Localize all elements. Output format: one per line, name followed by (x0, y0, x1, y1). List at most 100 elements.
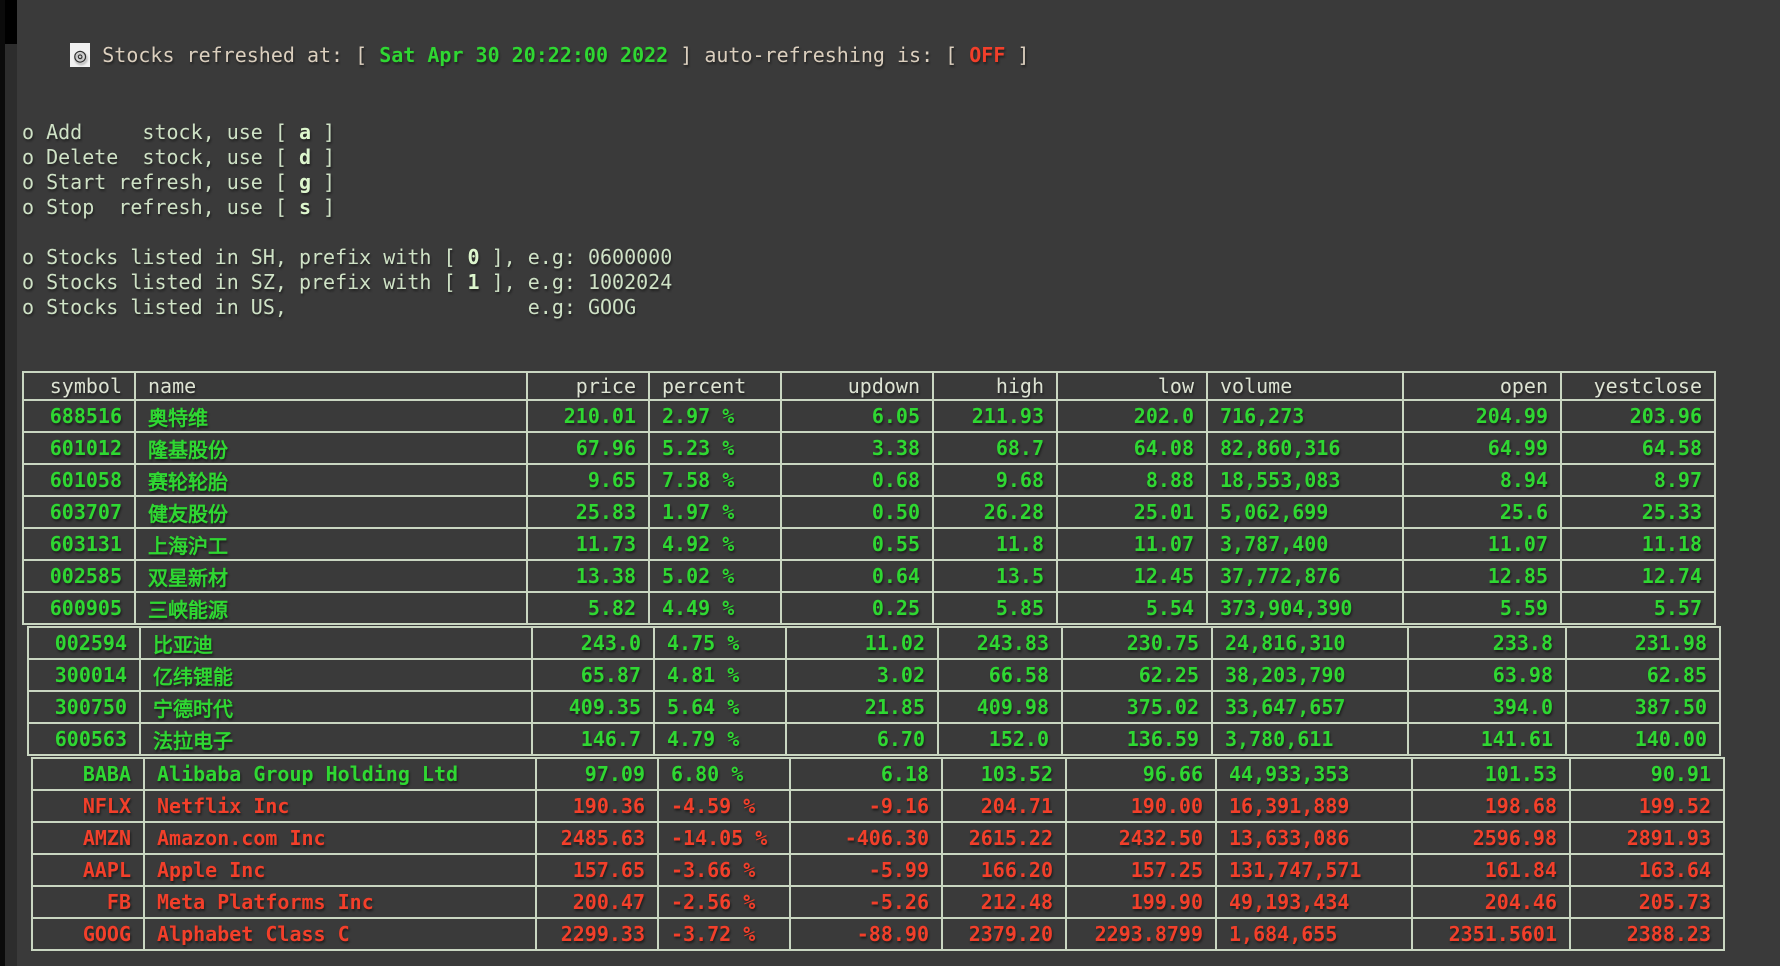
cell-name: 双星新材 (134, 559, 528, 593)
cell-symbol: 601058 (22, 463, 136, 497)
cell-name: 赛轮轮胎 (134, 463, 528, 497)
cell-open: 204.46 (1411, 885, 1571, 919)
cell-updown: 0.50 (780, 495, 934, 529)
cell-yestclose: 387.50 (1565, 690, 1721, 724)
cell-symbol: NFLX (31, 789, 145, 823)
stock-row-GOOG: GOOG Alphabet Class C 2299.33 -3.72 % -88.90… (31, 917, 1725, 951)
stock-row-NFLX: NFLX Netflix Inc 190.36 -4.59 % -9.16 204.71 1… (31, 789, 1725, 823)
cell-yestclose: 62.85 (1565, 658, 1721, 692)
status-segment-plain: Stocks refreshed at: [ (102, 43, 380, 67)
hint-line: o Stocks listed in SZ, prefix with [ 1 ]… (22, 270, 1780, 295)
cell-yestclose: 2891.93 (1569, 821, 1725, 855)
cell-volume: 3,787,400 (1206, 527, 1404, 561)
status-segment-plain: ] (1005, 43, 1030, 67)
cell-low: 375.02 (1061, 690, 1213, 724)
cell-yestclose: 199.52 (1569, 789, 1725, 823)
cell-updown: 6.18 (789, 757, 943, 791)
cell-low: 199.90 (1065, 885, 1217, 919)
cell-low: 136.59 (1061, 722, 1213, 756)
cell-percent: 6.80 % (657, 757, 791, 791)
cell-name: 宁德时代 (139, 690, 533, 724)
stock-row-BABA: BABA Alibaba Group Holding Ltd 97.09 6.80 %… (31, 757, 1725, 791)
cell-name: 健友股份 (134, 495, 528, 529)
stock-table-group: 002594 比亚迪 243.0 4.75 % 11.02 243.83 230.75 24,… (27, 626, 1721, 756)
terminal-screen[interactable]: ◎ Stocks refreshed at: [ Sat Apr 30 20:2… (22, 0, 1780, 951)
bullet-icon: o (22, 170, 47, 194)
cell-updown: 6.05 (780, 399, 934, 433)
cell-percent: 5.02 % (648, 559, 782, 593)
cell-price: 190.36 (535, 789, 659, 823)
cell-updown: -5.26 (789, 885, 943, 919)
cell-high: 13.5 (932, 559, 1058, 593)
hint-line: o Stocks listed in US, e.g: GOOG (22, 295, 1780, 320)
cell-name: 法拉电子 (139, 722, 533, 756)
cell-low: 64.08 (1056, 431, 1208, 465)
cell-yestclose: 2388.23 (1569, 917, 1725, 951)
cell-updown: 3.02 (785, 658, 939, 692)
stock-row-AMZN: AMZN Amazon.com Inc 2485.63 -14.05 % -406.30… (31, 821, 1725, 855)
cell-low: 96.66 (1065, 757, 1217, 791)
stock-row-600563: 600563 法拉电子 146.7 4.79 % 6.70 152.0 136.59 3,78… (27, 722, 1721, 756)
menu-text: Stocks listed in SZ, prefix with [ (46, 270, 468, 294)
cell-high: 2615.22 (941, 821, 1067, 855)
column-header-open: open (1402, 371, 1562, 401)
menu-text: ] (311, 145, 336, 169)
cell-volume: 131,747,571 (1215, 853, 1413, 887)
cell-name: 亿纬锂能 (139, 658, 533, 692)
cell-symbol: 002594 (27, 626, 141, 660)
cell-open: 12.85 (1402, 559, 1562, 593)
cell-low: 202.0 (1056, 399, 1208, 433)
column-header-name: name (134, 371, 528, 401)
cell-price: 67.96 (526, 431, 650, 465)
menu-line: o Add stock, use [ a ] (22, 120, 1780, 145)
cell-symbol: 603707 (22, 495, 136, 529)
cell-volume: 3,780,611 (1211, 722, 1409, 756)
bullet-icon: o (22, 270, 47, 294)
cell-name: Alphabet Class C (143, 917, 537, 951)
cell-name: Alibaba Group Holding Ltd (143, 757, 537, 791)
cell-high: 212.48 (941, 885, 1067, 919)
column-header-price: price (526, 371, 650, 401)
menu-line: o Delete stock, use [ d ] (22, 145, 1780, 170)
cell-open: 204.99 (1402, 399, 1562, 433)
stock-row-300014: 300014 亿纬锂能 65.87 4.81 % 3.02 66.58 62.25 38,20… (27, 658, 1721, 692)
cell-price: 5.82 (526, 591, 650, 625)
cell-price: 97.09 (535, 757, 659, 791)
cell-yestclose: 5.57 (1560, 591, 1716, 625)
cell-open: 198.68 (1411, 789, 1571, 823)
status-segment-green: Sat Apr 30 20:22:00 2022 (379, 43, 669, 67)
cell-high: 26.28 (932, 495, 1058, 529)
cell-high: 243.83 (937, 626, 1063, 660)
command-menu: o Add stock, use [ a ] o Delete stock, us… (22, 120, 1780, 220)
cell-yestclose: 11.18 (1560, 527, 1716, 561)
cell-symbol: 002585 (22, 559, 136, 593)
stock-table-group: BABA Alibaba Group Holding Ltd 97.09 6.80 %… (31, 757, 1725, 951)
market-hints: o Stocks listed in SH, prefix with [ 0 ]… (22, 245, 1780, 320)
cell-volume: 5,062,699 (1206, 495, 1404, 529)
cell-high: 66.58 (937, 658, 1063, 692)
cell-percent: -2.56 % (657, 885, 791, 919)
cell-symbol: GOOG (31, 917, 145, 951)
hotkey-label: 1 (467, 270, 480, 294)
status-text: Stocks refreshed at: [ Sat Apr 30 20:22:… (102, 43, 1029, 67)
cell-high: 211.93 (932, 399, 1058, 433)
cell-open: 141.61 (1407, 722, 1567, 756)
cell-symbol: 300014 (27, 658, 141, 692)
cell-high: 5.85 (932, 591, 1058, 625)
cell-high: 2379.20 (941, 917, 1067, 951)
column-header-percent: percent (648, 371, 782, 401)
window-edge (0, 0, 5, 966)
cell-updown: 11.02 (785, 626, 939, 660)
cell-symbol: 603131 (22, 527, 136, 561)
stock-row-002594: 002594 比亚迪 243.0 4.75 % 11.02 243.83 230.75 24,… (27, 626, 1721, 660)
cell-volume: 44,933,353 (1215, 757, 1413, 791)
cell-open: 25.6 (1402, 495, 1562, 529)
stock-row-601012: 601012 隆基股份 67.96 5.23 % 3.38 68.7 64.08 82,860… (22, 431, 1716, 465)
cell-price: 200.47 (535, 885, 659, 919)
cell-yestclose: 25.33 (1560, 495, 1716, 529)
cell-yestclose: 8.97 (1560, 463, 1716, 497)
stock-row-300750: 300750 宁德时代 409.35 5.64 % 21.85 409.98 375.02 3… (27, 690, 1721, 724)
cell-open: 394.0 (1407, 690, 1567, 724)
cell-open: 5.59 (1402, 591, 1562, 625)
header-row: symbol name price percent updown high low volum… (22, 371, 1716, 401)
